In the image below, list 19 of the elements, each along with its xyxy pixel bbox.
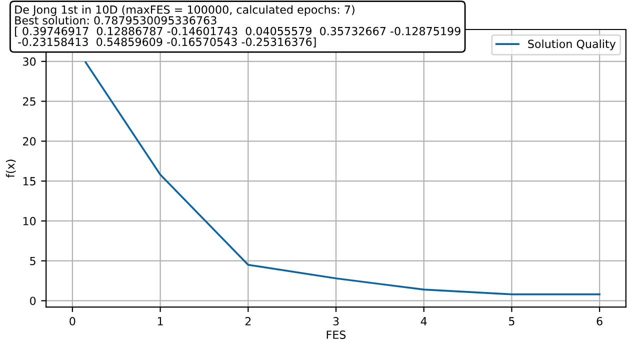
y-tick-label: 10 [23, 216, 36, 226]
x-tick-label: 1 [158, 317, 163, 326]
x-tick-label: 3 [333, 317, 339, 326]
y-tick-label: 0 [30, 296, 36, 306]
x-tick-label: 2 [245, 317, 251, 326]
x-axis-title: FES [326, 330, 346, 339]
x-tick-label: 5 [509, 317, 514, 326]
y-tick-label: 20 [23, 137, 36, 146]
y-tick-label: 25 [23, 97, 36, 106]
x-tick-label: 4 [420, 317, 427, 326]
y-tick-label: 15 [23, 177, 36, 186]
x-tick-label: 6 [596, 317, 602, 326]
y-tick-label: 5 [30, 256, 36, 266]
y-tick-label: 30 [23, 57, 36, 66]
annotation: De Jong 1st in 10D (maxFES = 100000, calculated epochs: 7) Best solution: 0.7879530095336763 [ 0.39746917 0.12886787 -0.14601743 0.04055579 0.35732667 -0.12875199 -0.23158413 0.54859609 -0.16570543 -0.25316376] [15, 5, 460, 48]
line-series [84, 61, 600, 296]
legend-label: Solution Quality [528, 39, 616, 50]
x-tick-label: 0 [70, 317, 76, 326]
y-axis-title: f(x) [6, 160, 16, 178]
